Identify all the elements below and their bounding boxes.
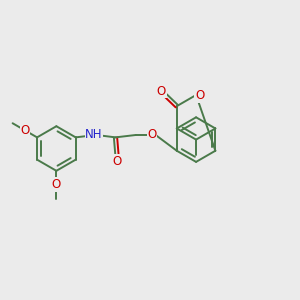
Text: O: O xyxy=(195,89,204,102)
Text: O: O xyxy=(157,85,166,98)
Text: NH: NH xyxy=(85,128,103,142)
Text: O: O xyxy=(112,154,122,168)
Text: O: O xyxy=(52,178,61,191)
Text: O: O xyxy=(147,128,157,142)
Text: O: O xyxy=(21,124,30,137)
